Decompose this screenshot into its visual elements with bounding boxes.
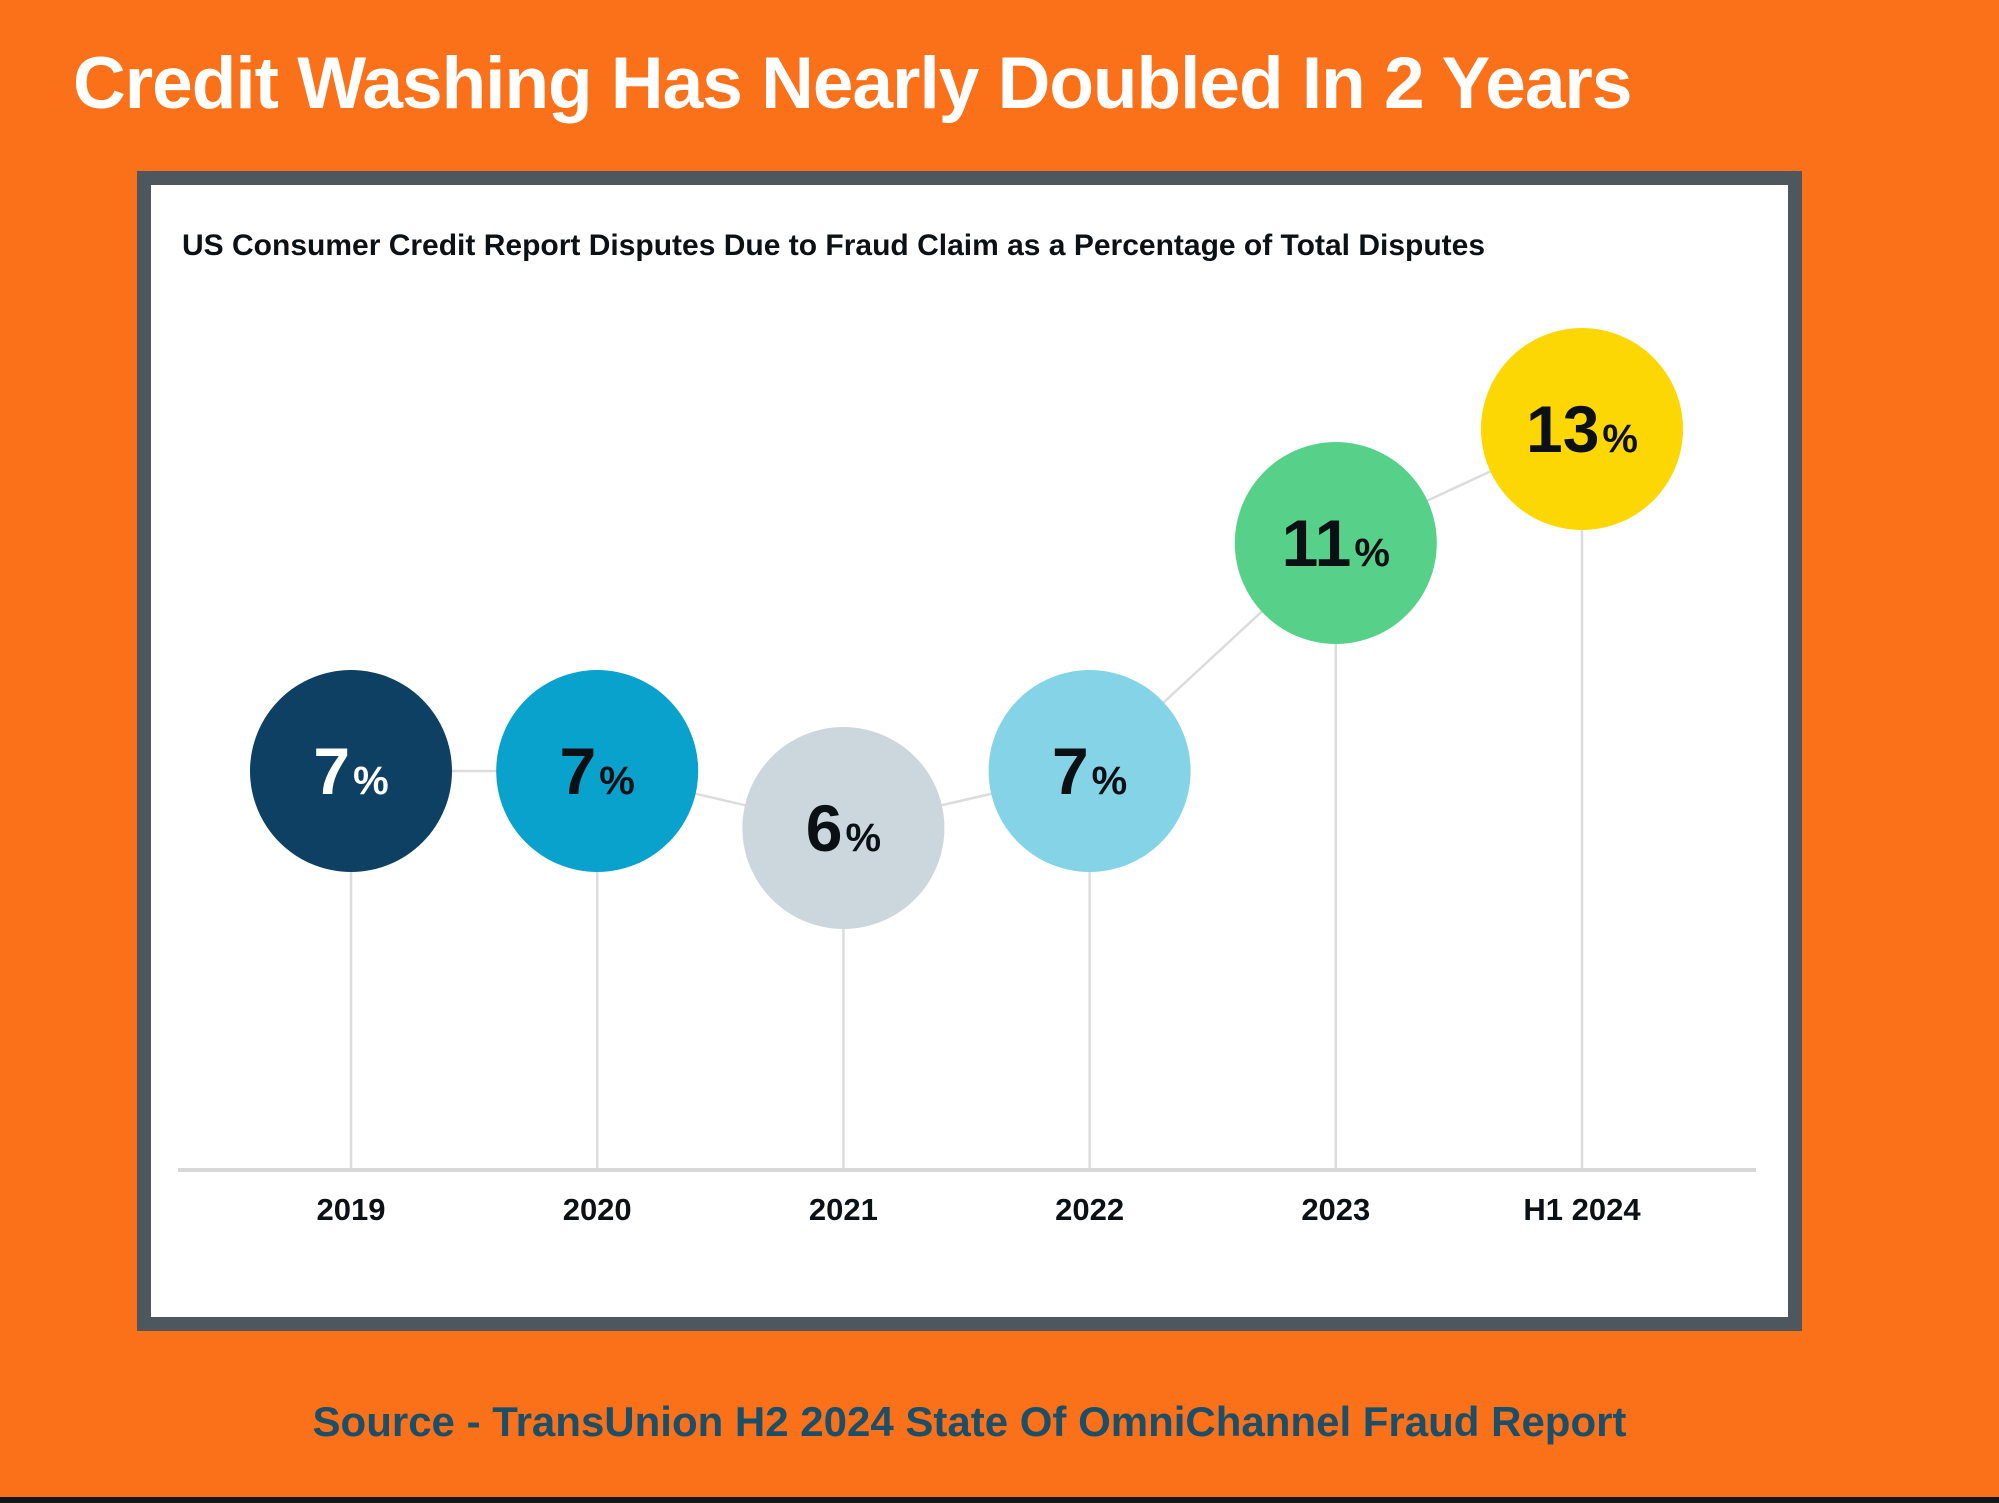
chart-panel: US Consumer Credit Report Disputes Due t… [137,171,1802,1331]
bottom-bar [0,1497,1999,1503]
page-title: Credit Washing Has Nearly Doubled In 2 Y… [73,43,1632,124]
source-caption: Source - TransUnion H2 2024 State Of Omn… [312,1398,1627,1445]
chart-title: US Consumer Credit Report Disputes Due t… [182,229,1486,262]
